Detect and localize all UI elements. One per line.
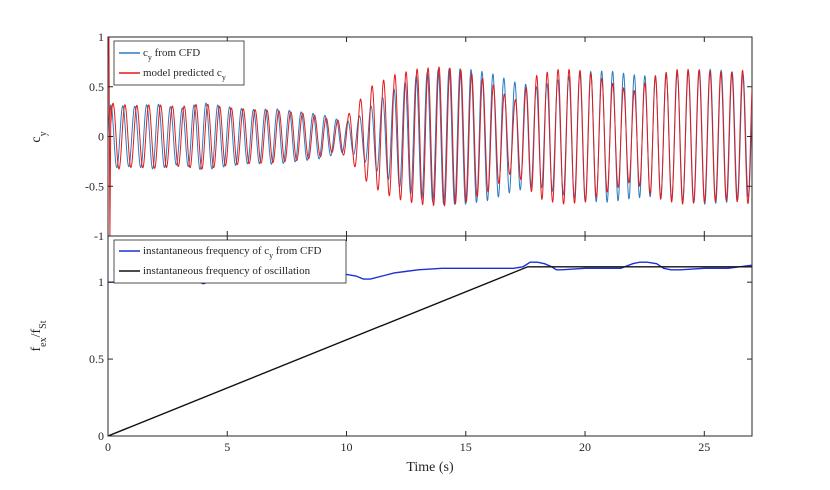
top-ytick-label: 1 [98,30,104,44]
top-series-group [108,37,752,236]
legend-label-freq-osc: instantaneous frequency of oscillation [143,265,311,277]
series-line-cy-cfd [108,68,752,205]
bottom-xtick-label: 0 [105,440,111,454]
top-legend: cy from CFD model predicted cy [113,40,245,86]
top-ylabel-sub: y [38,131,49,136]
top-legend-box [113,40,245,86]
bottom-ylabel: fex/fSt [29,320,49,351]
bottom-xtick-label: 5 [224,440,230,454]
series-line-cy-model [108,37,752,236]
top-ytick-label: 0 [98,130,104,144]
bottom-ylabel-mid: /f [29,329,44,338]
bottom-ylabel-sub: ex [38,337,49,346]
bottom-xtick-label: 10 [341,440,353,454]
bottom-legend: instantaneous frequency of cy from CFD i… [113,239,347,284]
series-line-freq-oscillation [108,266,752,436]
bottom-ytick-label: 1 [98,275,104,289]
bottom-series-group [108,261,752,436]
bottom-xtick-label: 15 [460,440,472,454]
top-ylabel-main: c [29,136,44,142]
xlabel: Time (s) [406,460,454,475]
bottom-plot-frame [107,235,753,437]
bottom-ytick-label: 0 [98,429,104,443]
bottom-ytick-label: 0.5 [89,352,104,366]
tick-group: 10.50-0.5-110.500 5 10 15 20 25 [85,30,752,454]
top-ytick-label: -1 [94,229,104,243]
top-ytick-label: 0.5 [89,80,104,94]
top-ylabel: cy [29,131,49,142]
bottom-ylabel-main: f [29,347,44,352]
bottom-xtick-label: 25 [698,440,710,454]
bottom-legend-box [113,239,347,284]
bottom-xtick-label: 20 [579,440,591,454]
legend-label-model: model predicted cy [143,67,226,82]
legend-label-freq-cfd: instantaneous frequency of cy from CFD [143,245,321,260]
bottom-ylabel-sub2: St [38,320,49,329]
top-ytick-label: -0.5 [85,179,104,193]
legend-label-cfd: cy from CFD [143,47,200,62]
